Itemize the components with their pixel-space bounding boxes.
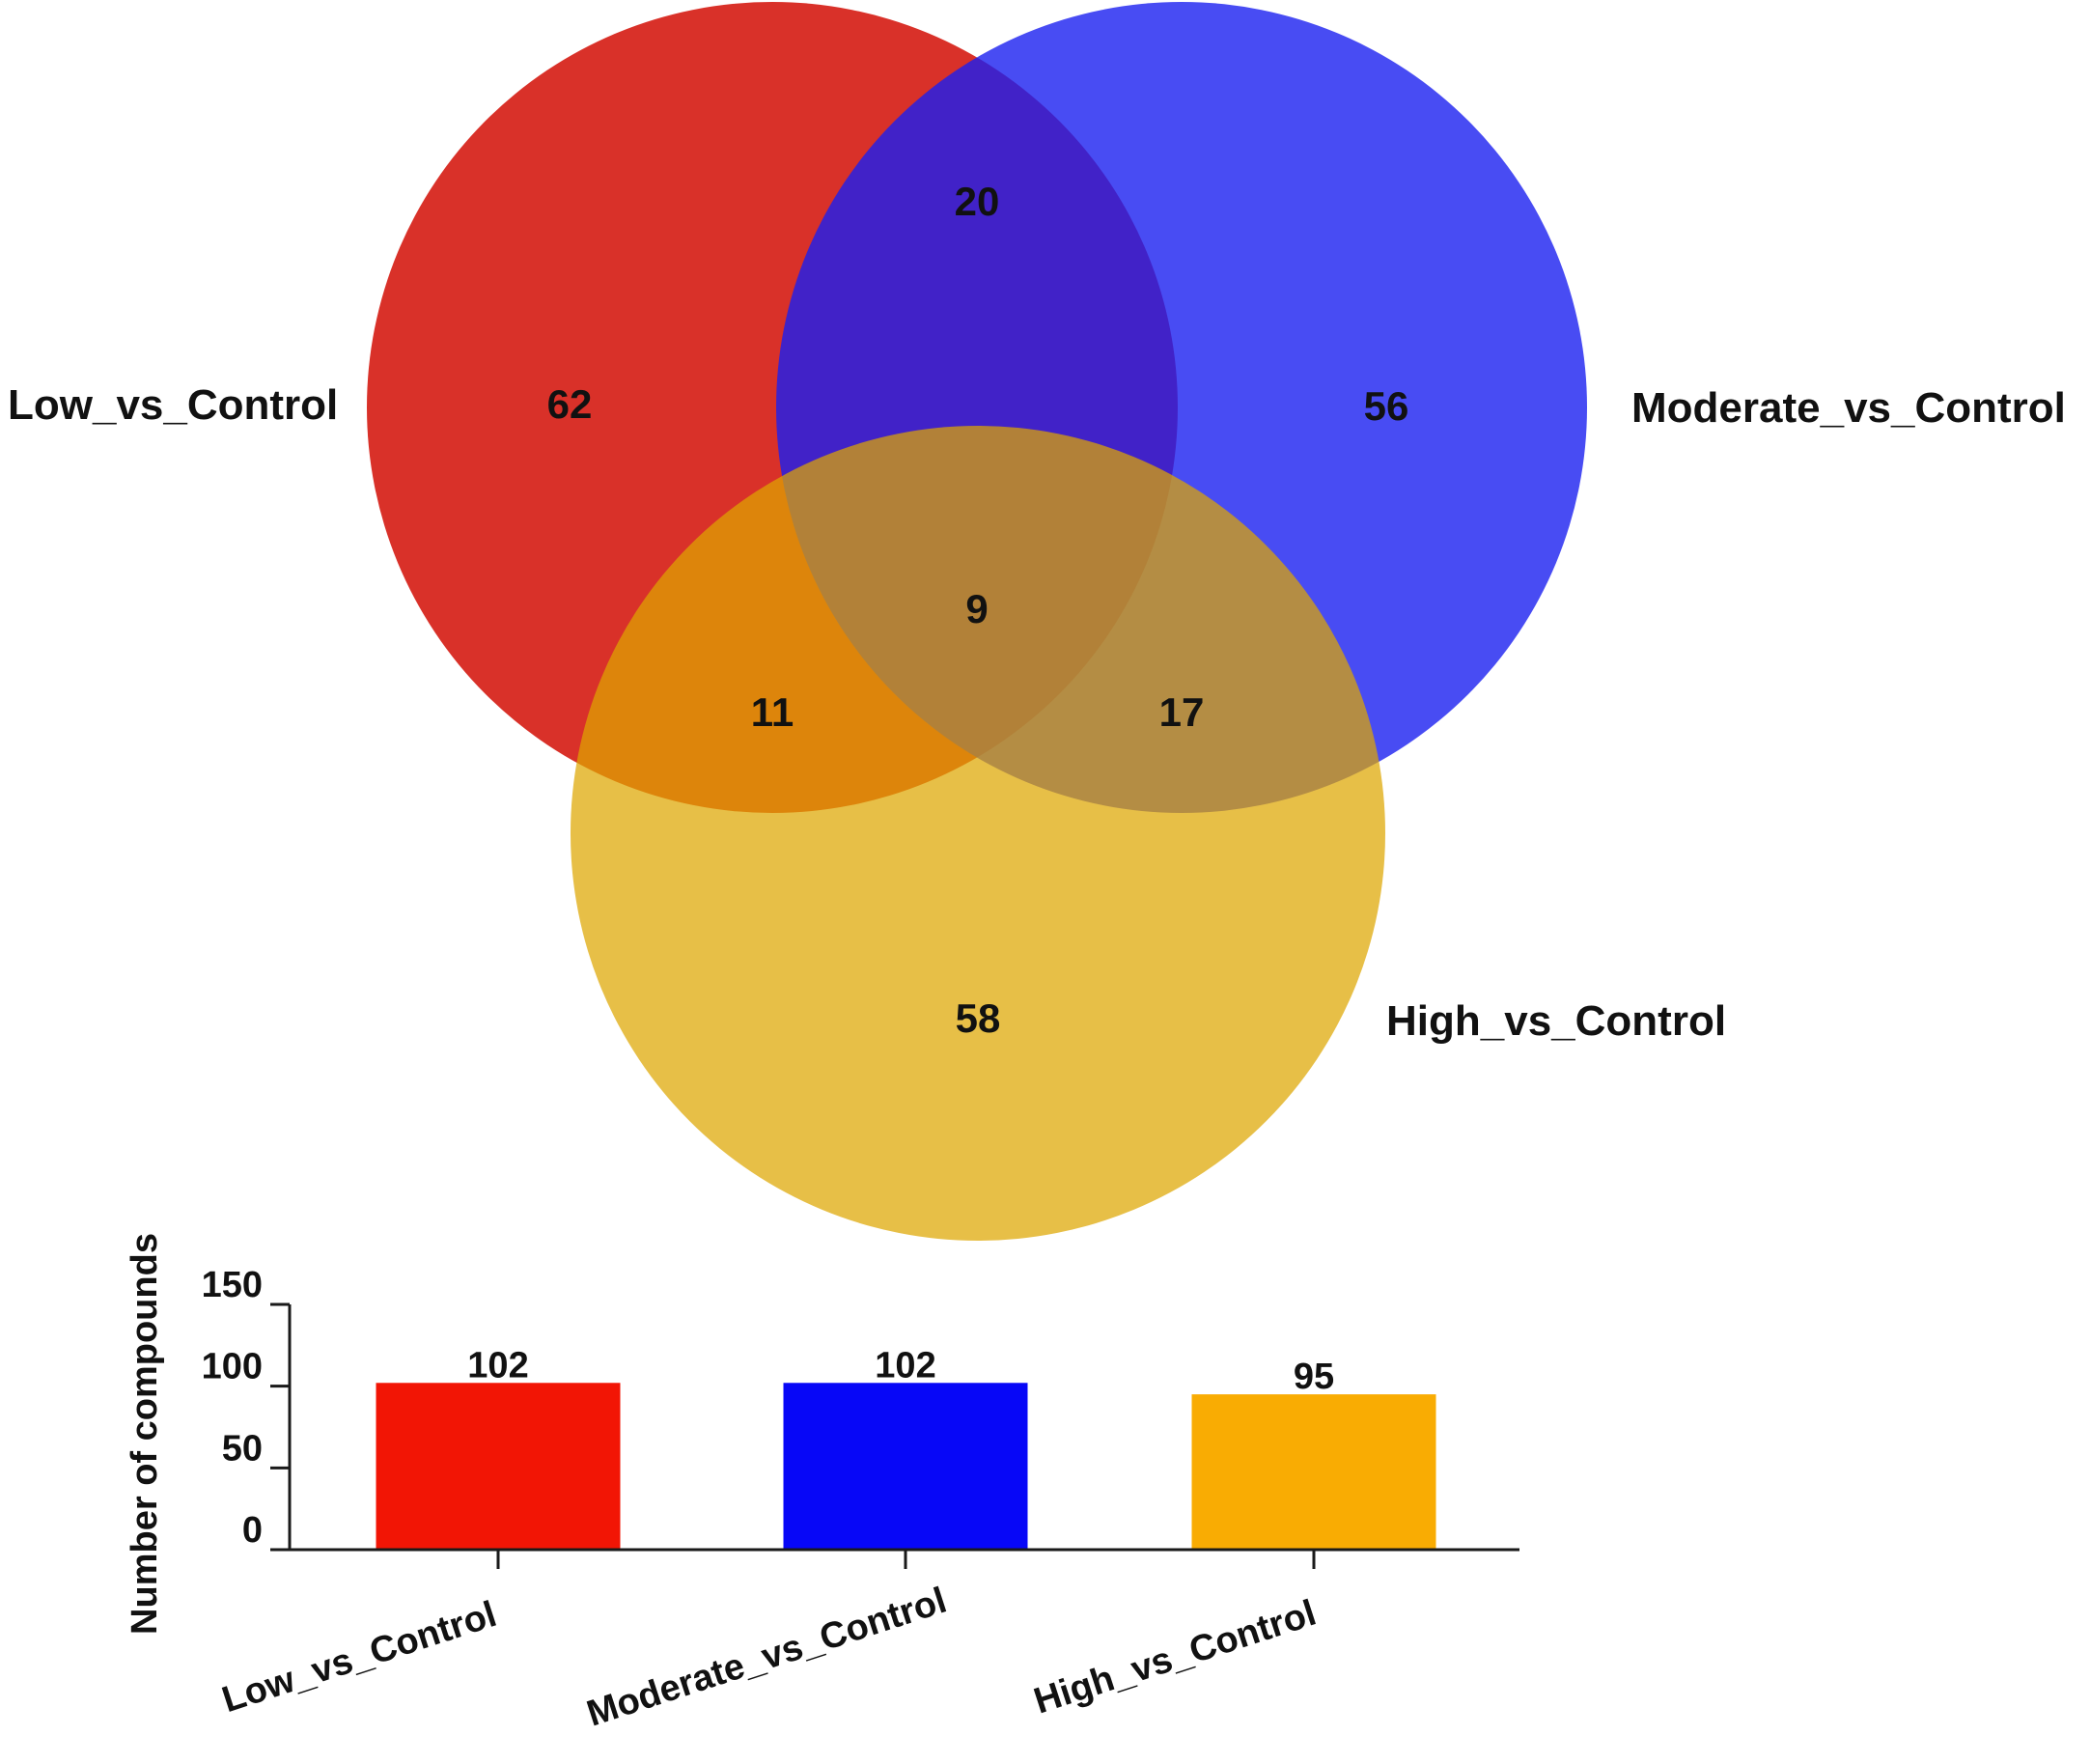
- x-axis-ticks: Low_vs_Control Moderate_vs_Control High_vs…: [217, 1550, 1321, 1735]
- venn-region-moderate-high: 17: [1159, 689, 1205, 735]
- bar-value-label: 102: [467, 1345, 528, 1386]
- venn-diagram: Low_vs_Control Moderate_vs_Control High_…: [8, 2, 2066, 1241]
- bar-3: [1191, 1394, 1436, 1550]
- venn-region-low-moderate: 20: [955, 179, 1000, 224]
- bar-2: [783, 1383, 1028, 1550]
- venn-set-label-low: Low_vs_Control: [8, 381, 338, 429]
- venn-set-label-moderate: Moderate_vs_Control: [1631, 384, 2066, 432]
- y-axis-ticks: 0 50 100 150: [202, 1265, 290, 1552]
- y-tick-label: 100: [202, 1347, 263, 1387]
- bar-chart: 102 102 95 0 50 100 150 Low_vs_Control Moderat…: [125, 1233, 1519, 1735]
- bar-value-label: 95: [1294, 1357, 1334, 1397]
- venn-region-high-only: 58: [956, 995, 1001, 1041]
- y-tick-label: 50: [222, 1428, 263, 1469]
- venn-region-all: 9: [965, 586, 988, 631]
- bar-value-labels: 102 102 95: [467, 1345, 1334, 1397]
- x-tick-label: Low_vs_Control: [217, 1594, 501, 1721]
- venn-circle-high: [571, 426, 1385, 1241]
- venn-region-low-high: 11: [751, 689, 794, 735]
- venn-set-label-high: High_vs_Control: [1386, 997, 1726, 1045]
- y-tick-label: 150: [202, 1265, 263, 1305]
- venn-region-moderate-only: 56: [1364, 383, 1409, 429]
- x-tick-label: Moderate_vs_Control: [582, 1581, 952, 1735]
- venn-region-low-only: 62: [547, 381, 593, 427]
- y-axis-title: Number of compounds: [125, 1233, 165, 1635]
- bar-1: [376, 1383, 621, 1550]
- bar-value-label: 102: [875, 1345, 935, 1386]
- x-tick-label: High_vs_Control: [1029, 1593, 1321, 1722]
- bar-series: [376, 1383, 1436, 1550]
- y-tick-label: 0: [242, 1510, 263, 1551]
